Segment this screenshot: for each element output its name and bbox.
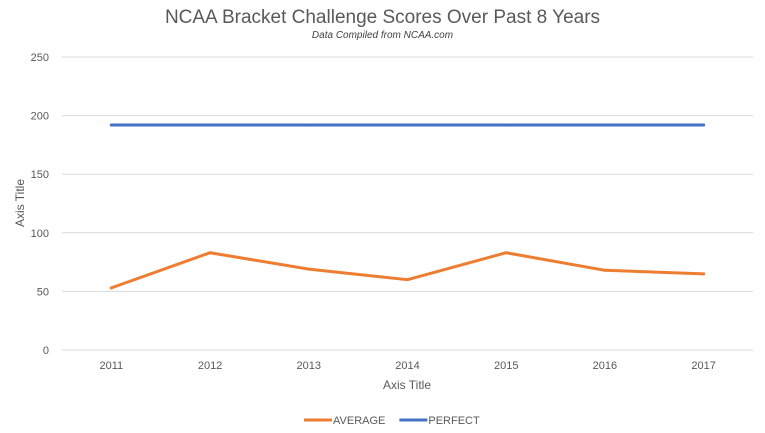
data-point-average xyxy=(504,251,508,255)
data-point-average xyxy=(406,278,409,282)
y-tick-label: 150 xyxy=(31,169,49,181)
x-axis-title: Axis Title xyxy=(383,378,431,392)
legend-label-average: AVERAGE xyxy=(333,415,385,427)
x-tick-label: 2015 xyxy=(494,360,518,372)
legend: AVERAGE PERFECT xyxy=(304,415,480,427)
data-point-perfect xyxy=(307,123,311,127)
y-tick-label: 100 xyxy=(31,228,49,240)
data-point-average xyxy=(208,251,212,255)
data-point-average xyxy=(307,267,311,271)
chart-title: NCAA Bracket Challenge Scores Over Past … xyxy=(164,7,601,28)
x-tick-label: 2016 xyxy=(593,360,617,372)
x-tick-label: 2014 xyxy=(395,360,419,372)
data-point-perfect xyxy=(109,123,113,127)
data-point-average xyxy=(603,268,607,272)
y-tick-label: 250 xyxy=(31,52,49,64)
y-tick-label: 0 xyxy=(43,345,49,357)
data-point-perfect xyxy=(603,123,607,127)
y-tick-label: 50 xyxy=(37,286,49,298)
data-point-perfect xyxy=(504,123,508,127)
y-tick-label: 200 xyxy=(31,111,49,123)
x-tick-label: 2011 xyxy=(100,360,124,372)
x-tick-label: 2012 xyxy=(198,360,222,372)
data-point-average xyxy=(109,286,113,290)
x-tick-label: 2017 xyxy=(691,360,715,372)
gridlines xyxy=(62,56,753,351)
series-lines xyxy=(109,123,706,290)
data-point-perfect xyxy=(406,123,409,127)
data-point-perfect xyxy=(208,123,212,127)
data-point-average xyxy=(702,272,706,276)
data-point-perfect xyxy=(702,123,706,127)
x-axis-ticks: 2011 2012 2013 2014 2015 2016 2017 xyxy=(100,360,716,372)
y-axis-title: Axis Title xyxy=(13,179,27,227)
legend-label-perfect: PERFECT xyxy=(428,415,480,427)
y-axis-ticks: 0 50 100 150 200 250 xyxy=(31,52,49,357)
x-tick-label: 2013 xyxy=(297,360,321,372)
series-line-average xyxy=(109,251,706,290)
chart-subtitle: Data Compiled from NCAA.com xyxy=(311,30,454,41)
